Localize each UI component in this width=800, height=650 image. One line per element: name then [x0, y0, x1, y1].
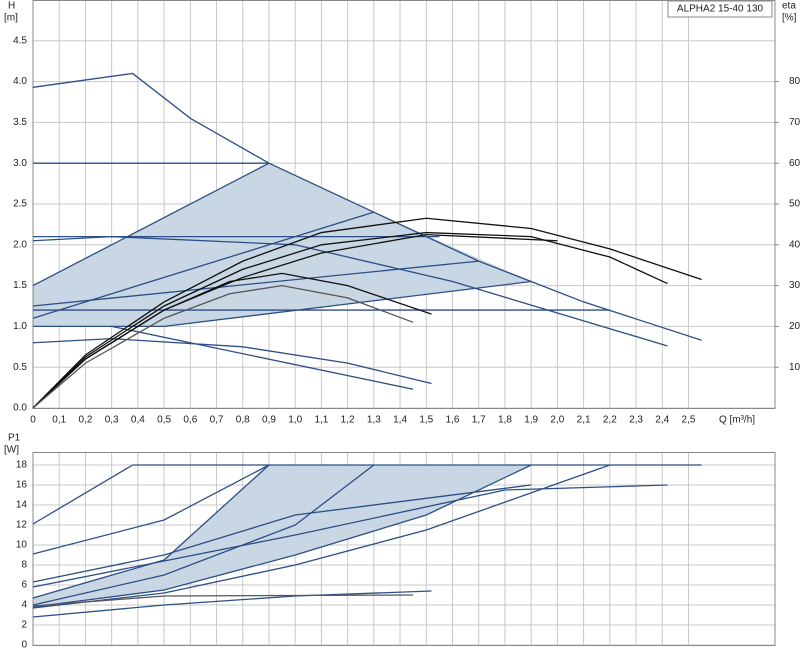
x-tick-label: 0,5 [157, 415, 171, 426]
curve [32, 594, 414, 607]
operating-area [33, 465, 532, 607]
x-tick-label: 2,2 [603, 415, 617, 426]
curve [32, 464, 532, 608]
x-tick-label: 1,3 [367, 415, 381, 426]
curve [32, 484, 668, 588]
x-tick-label: 0,8 [236, 415, 250, 426]
y-axis-unit: [m] [4, 13, 18, 24]
y-tick-label: 16 [16, 480, 28, 491]
x-tick-label: 0,6 [183, 415, 197, 426]
curve [32, 337, 432, 385]
curve [32, 464, 611, 609]
y-tick-label: 18 [16, 460, 28, 471]
y2-tick-label: 10 [789, 362, 800, 373]
y-tick-label: 1.5 [13, 280, 27, 291]
y-tick-label: 4.5 [13, 35, 27, 46]
x-tick-label: 1,9 [524, 415, 538, 426]
x-tick-label: 0,3 [105, 415, 119, 426]
y2-tick-label: 40 [789, 239, 800, 250]
curve [32, 284, 414, 409]
x-tick-label: 0,9 [262, 415, 276, 426]
chart-title: ALPHA2 15-40 130 [677, 4, 764, 15]
x-tick-label: 2,1 [577, 415, 591, 426]
x-tick-label: 2,3 [629, 415, 643, 426]
y2-tick-label: 30 [789, 280, 800, 291]
x-tick-label: 1,6 [446, 415, 460, 426]
y-tick-label: 3.5 [13, 117, 27, 128]
x-tick-label: 0,1 [52, 415, 66, 426]
y2-tick-label: 20 [789, 321, 800, 332]
y-tick-label: 4 [21, 600, 27, 611]
y-tick-label: 0.5 [13, 362, 27, 373]
plot-frame [32, 0, 776, 409]
y-tick-label: 3.0 [13, 158, 27, 169]
curve [32, 464, 270, 555]
x-tick-label: 1,7 [472, 415, 486, 426]
x-tick-label: 1,8 [498, 415, 512, 426]
curve [32, 272, 432, 409]
x-tick-label: 0,2 [78, 415, 92, 426]
x-tick-label: 2,0 [550, 415, 564, 426]
x-axis-label: Q [m³/h] [719, 415, 755, 426]
title-box [667, 0, 773, 18]
y-tick-label: 4.0 [13, 76, 27, 87]
curve [32, 235, 668, 347]
x-tick-label: 0,7 [210, 415, 224, 426]
x-tick-label: 1,0 [288, 415, 302, 426]
y-tick-label: 0 [21, 640, 27, 650]
y2-tick-label: 80 [789, 76, 800, 87]
y2-tick-label: 50 [789, 199, 800, 210]
curve [111, 325, 414, 390]
curve [32, 484, 532, 583]
y2-axis-label: eta [782, 1, 796, 12]
y-tick-label: 14 [16, 500, 28, 511]
y-axis-unit: [W] [4, 445, 19, 456]
curve [32, 464, 270, 599]
y-tick-label: 8 [21, 560, 27, 571]
curve [32, 231, 668, 409]
curve [32, 162, 270, 287]
y-tick-label: 2.0 [13, 239, 27, 250]
y-tick-label: 2.5 [13, 199, 27, 210]
x-tick-label: 1,4 [393, 415, 407, 426]
curve [32, 464, 375, 606]
curve [32, 217, 702, 409]
y2-tick-label: 60 [789, 158, 800, 169]
x-tick-label: 2,4 [655, 415, 669, 426]
curve [32, 464, 133, 525]
x-tick-label: 1,5 [419, 415, 433, 426]
y2-tick-label: 70 [789, 117, 800, 128]
x-tick-label: 1,1 [314, 415, 328, 426]
y-tick-label: 2 [21, 620, 27, 631]
curve [33, 280, 532, 328]
curve [32, 590, 432, 618]
y-tick-label: 1.0 [13, 321, 27, 332]
y-tick-label: 10 [16, 540, 28, 551]
x-tick-label: 0 [30, 415, 36, 426]
y-tick-label: 6 [21, 580, 27, 591]
y-axis-label: P1 [8, 433, 21, 444]
plot-frame [32, 452, 776, 646]
y-tick-label: 12 [16, 520, 28, 531]
y-axis-label: H [8, 1, 15, 12]
curve [32, 260, 479, 307]
x-tick-label: 2,5 [682, 415, 696, 426]
y-tick-label: 0.0 [13, 403, 27, 414]
curve [32, 72, 702, 341]
y2-axis-unit: [%] [782, 13, 797, 24]
x-tick-label: 1,2 [341, 415, 355, 426]
x-tick-label: 0,4 [131, 415, 145, 426]
